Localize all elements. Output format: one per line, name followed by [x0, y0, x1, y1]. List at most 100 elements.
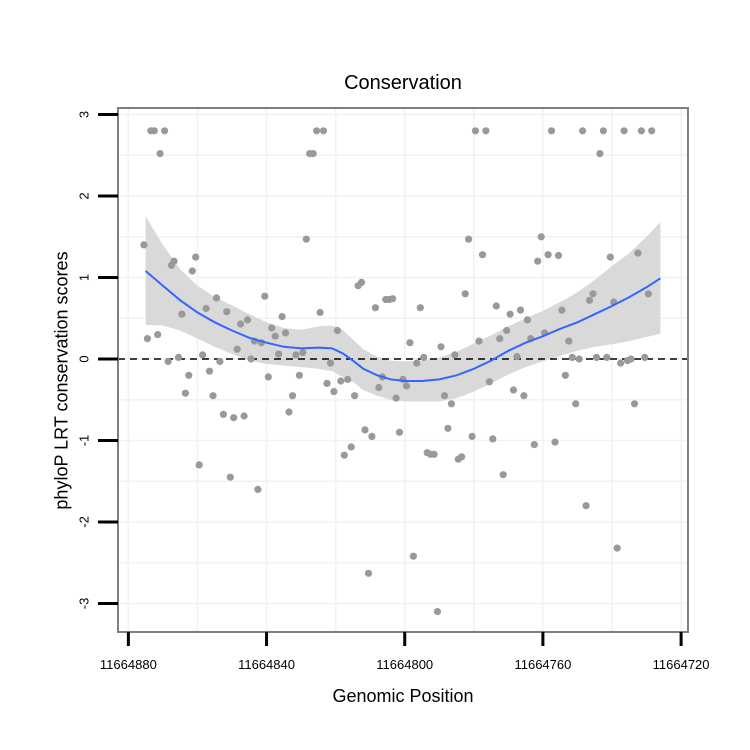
data-point	[195, 461, 203, 469]
data-point	[451, 351, 459, 359]
data-point	[230, 414, 238, 422]
data-point	[506, 310, 514, 318]
data-point	[406, 339, 414, 347]
data-point	[409, 552, 417, 560]
data-point	[551, 438, 559, 446]
data-point	[209, 392, 217, 400]
data-point	[357, 278, 366, 286]
data-point	[465, 235, 473, 243]
data-point	[199, 351, 207, 359]
data-point	[188, 267, 196, 275]
data-point	[237, 320, 245, 328]
data-point	[440, 392, 449, 400]
data-point	[212, 294, 221, 302]
data-point	[240, 412, 248, 420]
data-point	[530, 441, 538, 449]
data-point	[433, 608, 442, 616]
data-point	[596, 150, 604, 158]
data-point	[344, 375, 352, 383]
data-point	[154, 331, 162, 339]
data-point	[537, 233, 545, 241]
data-point	[471, 127, 480, 135]
data-point	[520, 392, 528, 400]
data-point	[579, 127, 587, 135]
data-point	[392, 394, 400, 402]
data-point	[302, 235, 310, 243]
data-point	[603, 353, 611, 361]
y-tick-label: -1	[76, 435, 91, 447]
y-axis: -3 -2 -1 0 1 2 3	[76, 111, 118, 609]
data-point	[219, 410, 227, 418]
data-point	[150, 127, 158, 135]
data-point	[164, 357, 172, 365]
data-point	[634, 249, 642, 257]
data-point	[389, 295, 397, 303]
data-point	[205, 367, 214, 375]
data-point	[192, 253, 200, 261]
data-point	[347, 443, 355, 451]
data-point	[630, 400, 639, 408]
data-point	[523, 316, 532, 324]
data-point	[482, 127, 490, 135]
data-point	[503, 326, 511, 335]
data-point	[478, 251, 487, 259]
data-point	[582, 502, 590, 510]
data-point	[288, 392, 297, 400]
data-point	[544, 251, 552, 259]
data-point	[323, 379, 331, 387]
data-point	[589, 290, 597, 298]
data-point	[627, 355, 635, 363]
data-point	[364, 569, 373, 577]
data-point	[561, 371, 570, 379]
data-point	[554, 251, 563, 260]
data-point	[458, 453, 466, 461]
data-point	[371, 304, 379, 312]
data-point	[223, 308, 231, 316]
data-point	[558, 306, 566, 314]
data-point	[233, 345, 241, 353]
data-point	[485, 378, 493, 386]
data-point	[351, 392, 359, 400]
data-point	[140, 241, 148, 249]
data-point	[247, 355, 255, 363]
data-point	[185, 371, 193, 379]
data-point	[568, 353, 576, 361]
data-point	[264, 373, 272, 381]
data-point	[368, 432, 376, 440]
data-point	[585, 296, 594, 304]
data-point	[316, 308, 324, 317]
data-point	[281, 329, 290, 337]
data-point	[333, 326, 341, 335]
data-point	[226, 473, 234, 481]
data-point	[319, 127, 328, 135]
x-axis-label: Genomic Position	[332, 686, 474, 706]
data-point	[216, 357, 224, 365]
data-point	[444, 424, 452, 432]
data-point	[413, 359, 421, 367]
smooth-trend-line	[144, 270, 661, 382]
data-point	[641, 353, 649, 361]
x-tick-label: 11664840	[238, 657, 295, 672]
data-point	[492, 302, 500, 310]
x-tick-label: 11664880	[100, 657, 157, 672]
data-point	[156, 150, 164, 158]
data-point	[161, 127, 169, 135]
data-point	[572, 400, 580, 408]
x-tick-label: 11664760	[514, 657, 571, 672]
data-point	[592, 353, 601, 361]
data-point	[275, 350, 283, 358]
data-point	[496, 335, 504, 343]
data-point	[437, 343, 445, 351]
y-axis-label: phyloP LRT conservation scores	[51, 251, 72, 510]
data-point	[174, 353, 183, 361]
data-point	[330, 388, 338, 396]
y-tick-label: 1	[76, 274, 91, 281]
x-tick-label: 11664720	[653, 657, 710, 672]
data-point	[516, 306, 525, 314]
data-point	[565, 337, 573, 345]
x-tick-label: 11664800	[376, 657, 433, 672]
data-point	[202, 304, 210, 313]
data-point	[644, 290, 652, 298]
data-points	[140, 127, 656, 616]
